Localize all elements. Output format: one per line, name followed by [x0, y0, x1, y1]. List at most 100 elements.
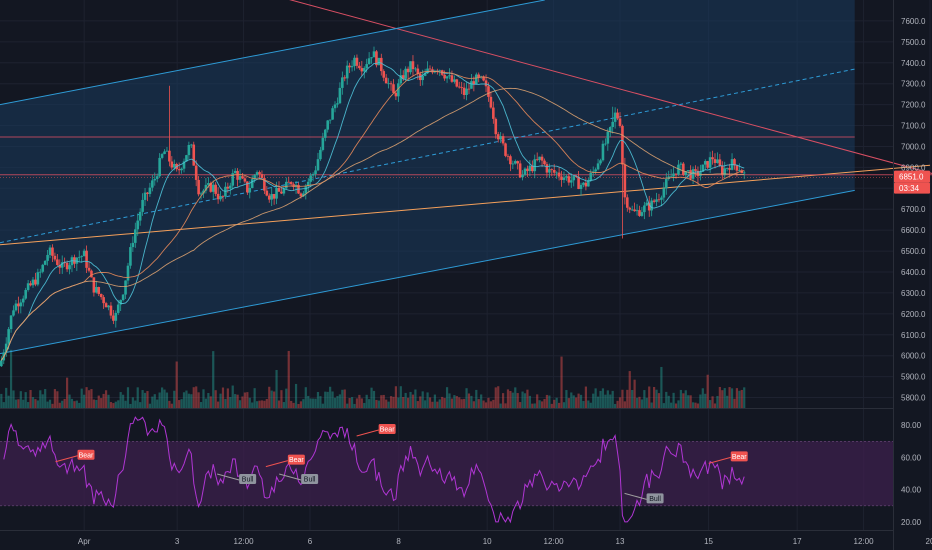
volume-bar	[735, 388, 739, 408]
volume-bar	[117, 400, 120, 408]
candle-body	[557, 172, 561, 177]
candle-body	[382, 71, 386, 78]
time-tick: 10	[483, 537, 492, 546]
candle-body	[501, 136, 505, 144]
rsi-tick: 40.00	[901, 486, 922, 495]
candle-body	[241, 176, 244, 179]
volume-bar	[122, 394, 125, 408]
volume-bar	[73, 401, 76, 408]
candle-body	[579, 184, 583, 189]
volume-bar	[653, 386, 656, 408]
volume-bar	[65, 377, 69, 408]
volume-bar	[489, 401, 493, 408]
volume-bar	[672, 392, 675, 408]
price-axis[interactable]: 5800.0 5900.0 6000.0 6100.0 6200.0 6300.0 6400…	[901, 17, 926, 403]
countdown-tag	[894, 182, 930, 194]
volume-bar	[12, 390, 15, 408]
candle-body	[679, 163, 683, 165]
volume-bar	[687, 395, 690, 408]
candle-body	[116, 304, 120, 313]
candle-body	[574, 176, 578, 177]
volume-bar	[297, 403, 300, 408]
volume-bar	[178, 400, 181, 408]
volume-bar	[7, 395, 10, 408]
candle-body	[275, 187, 278, 199]
volume-bar	[448, 393, 451, 408]
candle-body	[358, 65, 361, 69]
divergence-line	[265, 460, 288, 468]
candle-body	[143, 192, 147, 200]
volume-bar	[694, 402, 697, 408]
volume-bar	[236, 394, 239, 408]
volume-bar	[51, 403, 54, 408]
candle-body	[77, 256, 81, 258]
candle-body	[97, 287, 101, 294]
volume-bar	[523, 393, 527, 408]
candle-body	[384, 77, 388, 84]
candle-body	[82, 250, 86, 257]
candle-body	[635, 210, 639, 212]
volume-bar	[209, 396, 212, 408]
volume-bar	[723, 388, 726, 408]
candle-body	[721, 165, 724, 176]
volume-bar	[165, 392, 169, 408]
volume-bar	[141, 390, 144, 408]
candle-body	[647, 202, 651, 211]
volume-bar	[204, 398, 208, 408]
candle-body	[601, 143, 605, 161]
volume-bar	[44, 389, 47, 408]
candle-body	[504, 143, 507, 156]
volume-bar	[399, 386, 402, 408]
candle-body	[60, 262, 64, 268]
candle-body	[455, 79, 459, 87]
candle-body	[370, 57, 373, 59]
time-tick: 20	[926, 537, 932, 546]
candle-body	[638, 210, 641, 216]
volume-bar	[424, 400, 427, 408]
candle-body	[443, 74, 446, 79]
candle-body	[124, 280, 127, 295]
rsi-axis[interactable]: 20.00 40.00 60.00 80.00	[901, 421, 922, 527]
volume-bar	[553, 399, 556, 408]
candle-body	[640, 212, 644, 216]
candle-body	[311, 174, 315, 176]
candle-body	[540, 156, 544, 161]
volume-bar	[550, 403, 553, 408]
volume-bar	[48, 399, 52, 408]
candle-body	[107, 305, 110, 308]
volume-bar	[589, 402, 592, 408]
candle-body	[567, 176, 571, 183]
volume-bar	[567, 398, 570, 408]
volume-bar	[626, 389, 629, 408]
candle-body	[185, 155, 188, 162]
rsi-tick: 60.00	[901, 453, 922, 462]
divergence-label: Bull	[304, 476, 316, 483]
candle-body	[492, 107, 495, 119]
candle-body	[192, 144, 196, 166]
divergence-line	[356, 429, 379, 437]
volume-bar	[260, 400, 264, 408]
time-tick: 13	[616, 537, 625, 546]
volume-bar	[365, 394, 368, 408]
candle-body	[248, 187, 252, 193]
volume-bar	[104, 390, 108, 408]
divergence-label: Bear	[732, 454, 747, 461]
candle-body	[58, 264, 62, 268]
candle-body	[92, 277, 96, 293]
volume-bar	[348, 398, 351, 408]
volume-bar	[53, 389, 57, 408]
volume-bar	[119, 392, 122, 408]
divergence-badge	[77, 449, 95, 460]
candle-body	[723, 168, 727, 176]
volume-bar	[109, 402, 113, 408]
volume-bar	[487, 397, 490, 408]
divergence-line	[708, 456, 731, 464]
candle-body	[207, 183, 210, 185]
candle-body	[521, 174, 524, 178]
volume-bar	[238, 400, 242, 408]
rsi-tick: 80.00	[901, 421, 922, 430]
volume-bar	[606, 390, 609, 408]
divergence-badge	[239, 473, 257, 484]
